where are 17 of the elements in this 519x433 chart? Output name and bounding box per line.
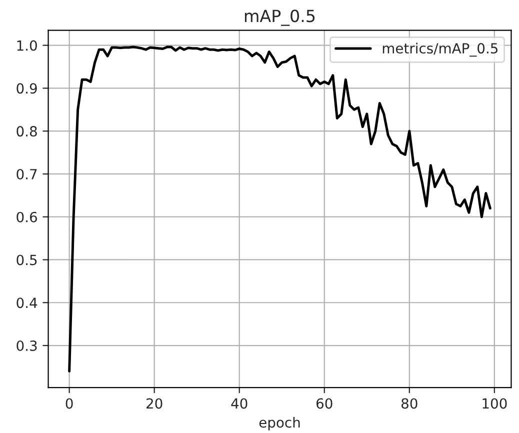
y-tick-label: 0.7 bbox=[16, 168, 37, 180]
x-tick-label: 20 bbox=[146, 398, 162, 409]
chart-title: mAP_0.5 bbox=[244, 10, 315, 26]
y-tick-label: 1.0 bbox=[17, 40, 37, 51]
x-tick-label: 100 bbox=[482, 398, 507, 409]
y-tick-label: 0.6 bbox=[16, 212, 37, 222]
y-tick-label: 0.9 bbox=[16, 83, 37, 94]
legend-label: metrics/mAP_0.5 bbox=[382, 42, 498, 57]
y-tick-label: 0.3 bbox=[16, 340, 37, 351]
y-tick-label: 0.4 bbox=[16, 298, 38, 308]
x-tick-label: 40 bbox=[231, 398, 248, 409]
x-tick-label: 80 bbox=[402, 398, 418, 409]
y-tick-label: 0.5 bbox=[16, 254, 37, 266]
x-axis-title: epoch bbox=[259, 416, 300, 430]
y-tick-label: 0.8 bbox=[16, 126, 37, 137]
x-tick-label: 0 bbox=[66, 398, 73, 409]
x-tick-label: 60 bbox=[316, 398, 332, 409]
